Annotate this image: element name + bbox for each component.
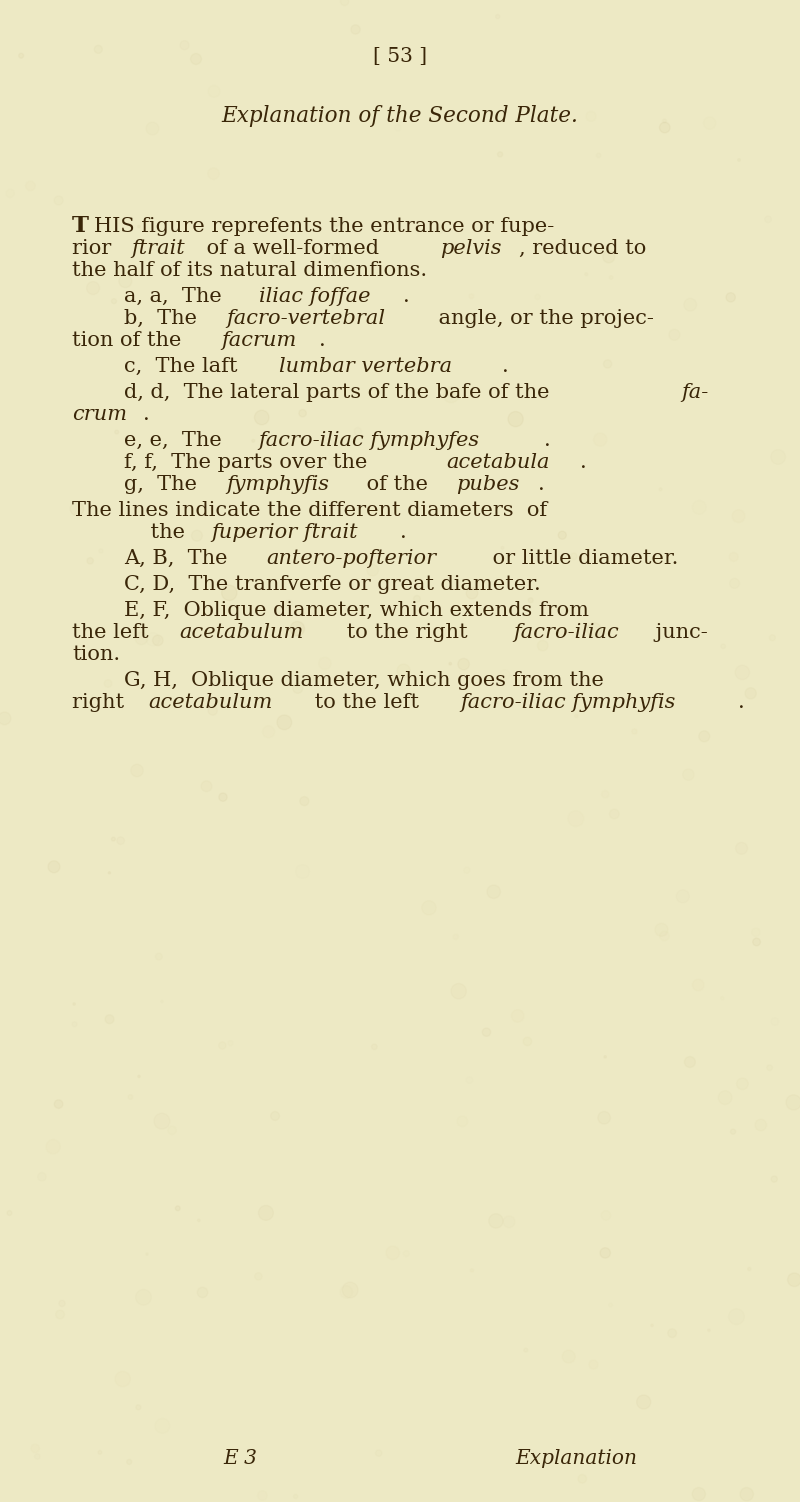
Circle shape [659, 122, 670, 132]
Circle shape [138, 225, 140, 228]
Circle shape [290, 622, 305, 635]
Text: acetabulum: acetabulum [148, 692, 272, 712]
Circle shape [726, 293, 735, 302]
Circle shape [753, 939, 761, 946]
Text: .: . [580, 454, 587, 472]
Circle shape [175, 1206, 180, 1211]
Circle shape [508, 412, 523, 427]
Text: T: T [72, 215, 89, 237]
Text: e, e,  The: e, e, The [124, 431, 228, 451]
Circle shape [737, 1078, 748, 1089]
Text: fuperior ftrait: fuperior ftrait [211, 523, 358, 542]
Text: .: . [400, 523, 407, 542]
Circle shape [600, 1248, 610, 1259]
Text: facrum: facrum [222, 330, 297, 350]
Circle shape [190, 54, 202, 65]
Text: facro-iliac fymphyfes: facro-iliac fymphyfes [258, 431, 480, 451]
Text: angle, or the projec-: angle, or the projec- [432, 309, 654, 327]
Text: the left: the left [72, 623, 155, 641]
Text: antero-pofterior: antero-pofterior [266, 550, 436, 568]
Circle shape [558, 532, 566, 539]
Circle shape [84, 272, 87, 275]
Text: .: . [143, 406, 150, 424]
Text: acetabula: acetabula [446, 454, 550, 472]
Circle shape [538, 640, 548, 650]
Text: tion of the: tion of the [72, 330, 188, 350]
Text: pubes: pubes [456, 475, 519, 494]
Text: The lines indicate the different diameters  of: The lines indicate the different diamete… [72, 502, 547, 520]
Circle shape [397, 664, 410, 677]
Text: a, a,  The: a, a, The [124, 287, 228, 306]
Circle shape [449, 662, 451, 665]
Text: .: . [318, 330, 326, 350]
Text: facro-iliac fymphyfis: facro-iliac fymphyfis [460, 692, 675, 712]
Text: tion.: tion. [72, 644, 120, 664]
Text: d, d,  The lateral parts of the bafe of the: d, d, The lateral parts of the bafe of t… [124, 383, 556, 403]
Text: G, H,  Oblique diameter, which goes from the: G, H, Oblique diameter, which goes from … [124, 671, 604, 689]
Text: acetabulum: acetabulum [179, 623, 304, 641]
Text: E 3: E 3 [223, 1449, 257, 1467]
Circle shape [222, 586, 237, 601]
Text: g,  The: g, The [124, 475, 204, 494]
Text: A, B,  The: A, B, The [124, 550, 234, 568]
Text: facro-iliac: facro-iliac [513, 623, 618, 641]
Circle shape [578, 1475, 586, 1482]
Text: .: . [502, 357, 509, 376]
Text: Explanation: Explanation [515, 1449, 637, 1467]
Text: [ 53 ]: [ 53 ] [373, 47, 427, 66]
Text: f, f,  The parts over the: f, f, The parts over the [124, 454, 374, 472]
Text: the half of its natural dimenfions.: the half of its natural dimenfions. [72, 261, 427, 279]
Text: HIS figure reprefents the entrance or fupe-: HIS figure reprefents the entrance or fu… [94, 216, 554, 236]
Text: ftrait: ftrait [131, 239, 185, 258]
Text: E, F,  Oblique diameter, which extends from: E, F, Oblique diameter, which extends fr… [124, 601, 589, 620]
Text: fa-: fa- [682, 383, 709, 403]
Text: or little diameter.: or little diameter. [486, 550, 678, 568]
Circle shape [73, 1003, 75, 1005]
Text: C, D,  The tranfverfe or great diameter.: C, D, The tranfverfe or great diameter. [124, 575, 541, 593]
Text: facro-vertebral: facro-vertebral [226, 309, 386, 327]
Text: c,  The laft: c, The laft [124, 357, 244, 376]
Text: the: the [124, 523, 192, 542]
Text: lumbar vertebra: lumbar vertebra [279, 357, 452, 376]
Text: .: . [538, 475, 545, 494]
Text: Explanation of the Second Plate.: Explanation of the Second Plate. [222, 105, 578, 128]
Text: to the right: to the right [340, 623, 474, 641]
Text: , reduced to: , reduced to [519, 239, 646, 258]
Text: pelvis: pelvis [440, 239, 502, 258]
Text: .: . [402, 287, 410, 306]
Circle shape [56, 1310, 65, 1319]
Circle shape [138, 1075, 140, 1077]
Text: rior: rior [72, 239, 118, 258]
Circle shape [570, 553, 577, 560]
Text: .: . [738, 692, 745, 712]
Text: iliac foffae: iliac foffae [258, 287, 370, 306]
Text: to the left: to the left [308, 692, 426, 712]
Text: of the: of the [360, 475, 434, 494]
Text: fymphyfis: fymphyfis [226, 475, 330, 494]
Text: b,  The: b, The [124, 309, 204, 327]
Text: .: . [544, 431, 550, 451]
Text: junc-: junc- [650, 623, 708, 641]
Text: of a well-formed: of a well-formed [200, 239, 386, 258]
Text: right: right [72, 692, 130, 712]
Text: crum: crum [72, 406, 127, 424]
Circle shape [523, 1038, 532, 1045]
